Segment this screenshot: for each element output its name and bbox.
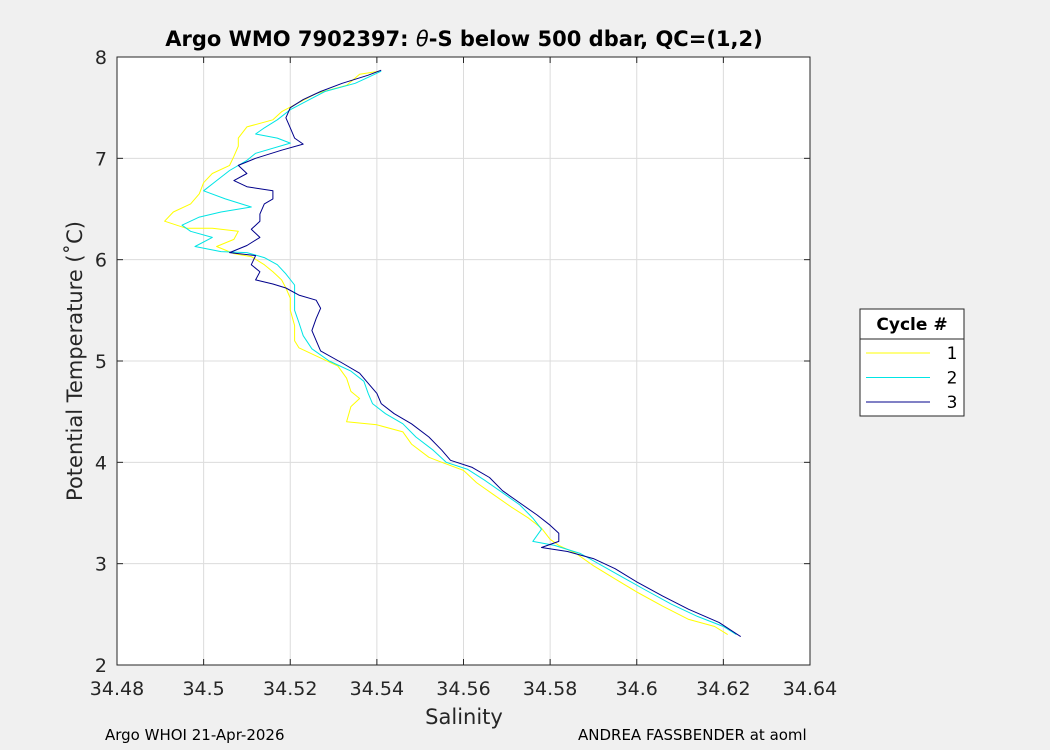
chart-title-prefix: Argo WMO 7902397:	[165, 27, 416, 51]
x-tick-label: 34.54	[350, 678, 404, 700]
x-tick-label: 34.6	[616, 678, 658, 700]
chart-title-suffix: -S below 500 dbar, QC=(1,2)	[429, 27, 763, 51]
x-tick-label: 34.58	[523, 678, 577, 700]
x-tick-label: 34.62	[696, 678, 750, 700]
legend-label-1: 1	[947, 344, 958, 364]
legend-title: Cycle #	[876, 315, 947, 335]
theta-symbol: θ	[416, 27, 429, 51]
y-axis-label: Potential Temperature (˚C)	[63, 221, 87, 501]
legend-label-3: 3	[947, 393, 958, 413]
series-3-line	[229, 69, 741, 638]
footer-right-credit: ANDREA FASSBENDER at aoml	[578, 726, 807, 744]
x-tick-label: 34.5	[182, 678, 224, 700]
x-tick-label: 34.48	[90, 678, 144, 700]
footer-left-credit: Argo WHOI 21-Apr-2026	[105, 726, 285, 744]
legend-box	[859, 308, 965, 417]
tick-marks	[116, 56, 811, 666]
y-tick-label: 8	[95, 47, 107, 69]
legend-entries: 1 2 3	[866, 344, 957, 413]
y-tick-label: 3	[95, 554, 107, 576]
x-tick-label: 34.56	[436, 678, 490, 700]
y-tick-label: 6	[95, 250, 107, 272]
legend: Cycle # 1 2 3	[859, 308, 965, 417]
y-tick-label: 2	[95, 655, 107, 677]
x-axis-label: Salinity	[425, 705, 503, 729]
x-tick-labels: 34.48 34.5 34.52 34.54 34.56 34.58 34.6 34.62 34…	[90, 678, 837, 700]
series-2-line	[181, 70, 737, 636]
y-tick-label: 5	[95, 351, 107, 373]
legend-label-2: 2	[947, 369, 958, 389]
x-tick-label: 34.52	[263, 678, 317, 700]
chart-title: Argo WMO 7902397: θ-S below 500 dbar, QC…	[165, 27, 762, 51]
series-layer	[164, 69, 741, 638]
x-tick-label: 34.64	[783, 678, 837, 700]
y-tick-label: 7	[95, 148, 107, 170]
y-tick-labels: 2 3 4 5 6 7 8	[95, 47, 107, 677]
y-tick-label: 4	[95, 452, 107, 474]
